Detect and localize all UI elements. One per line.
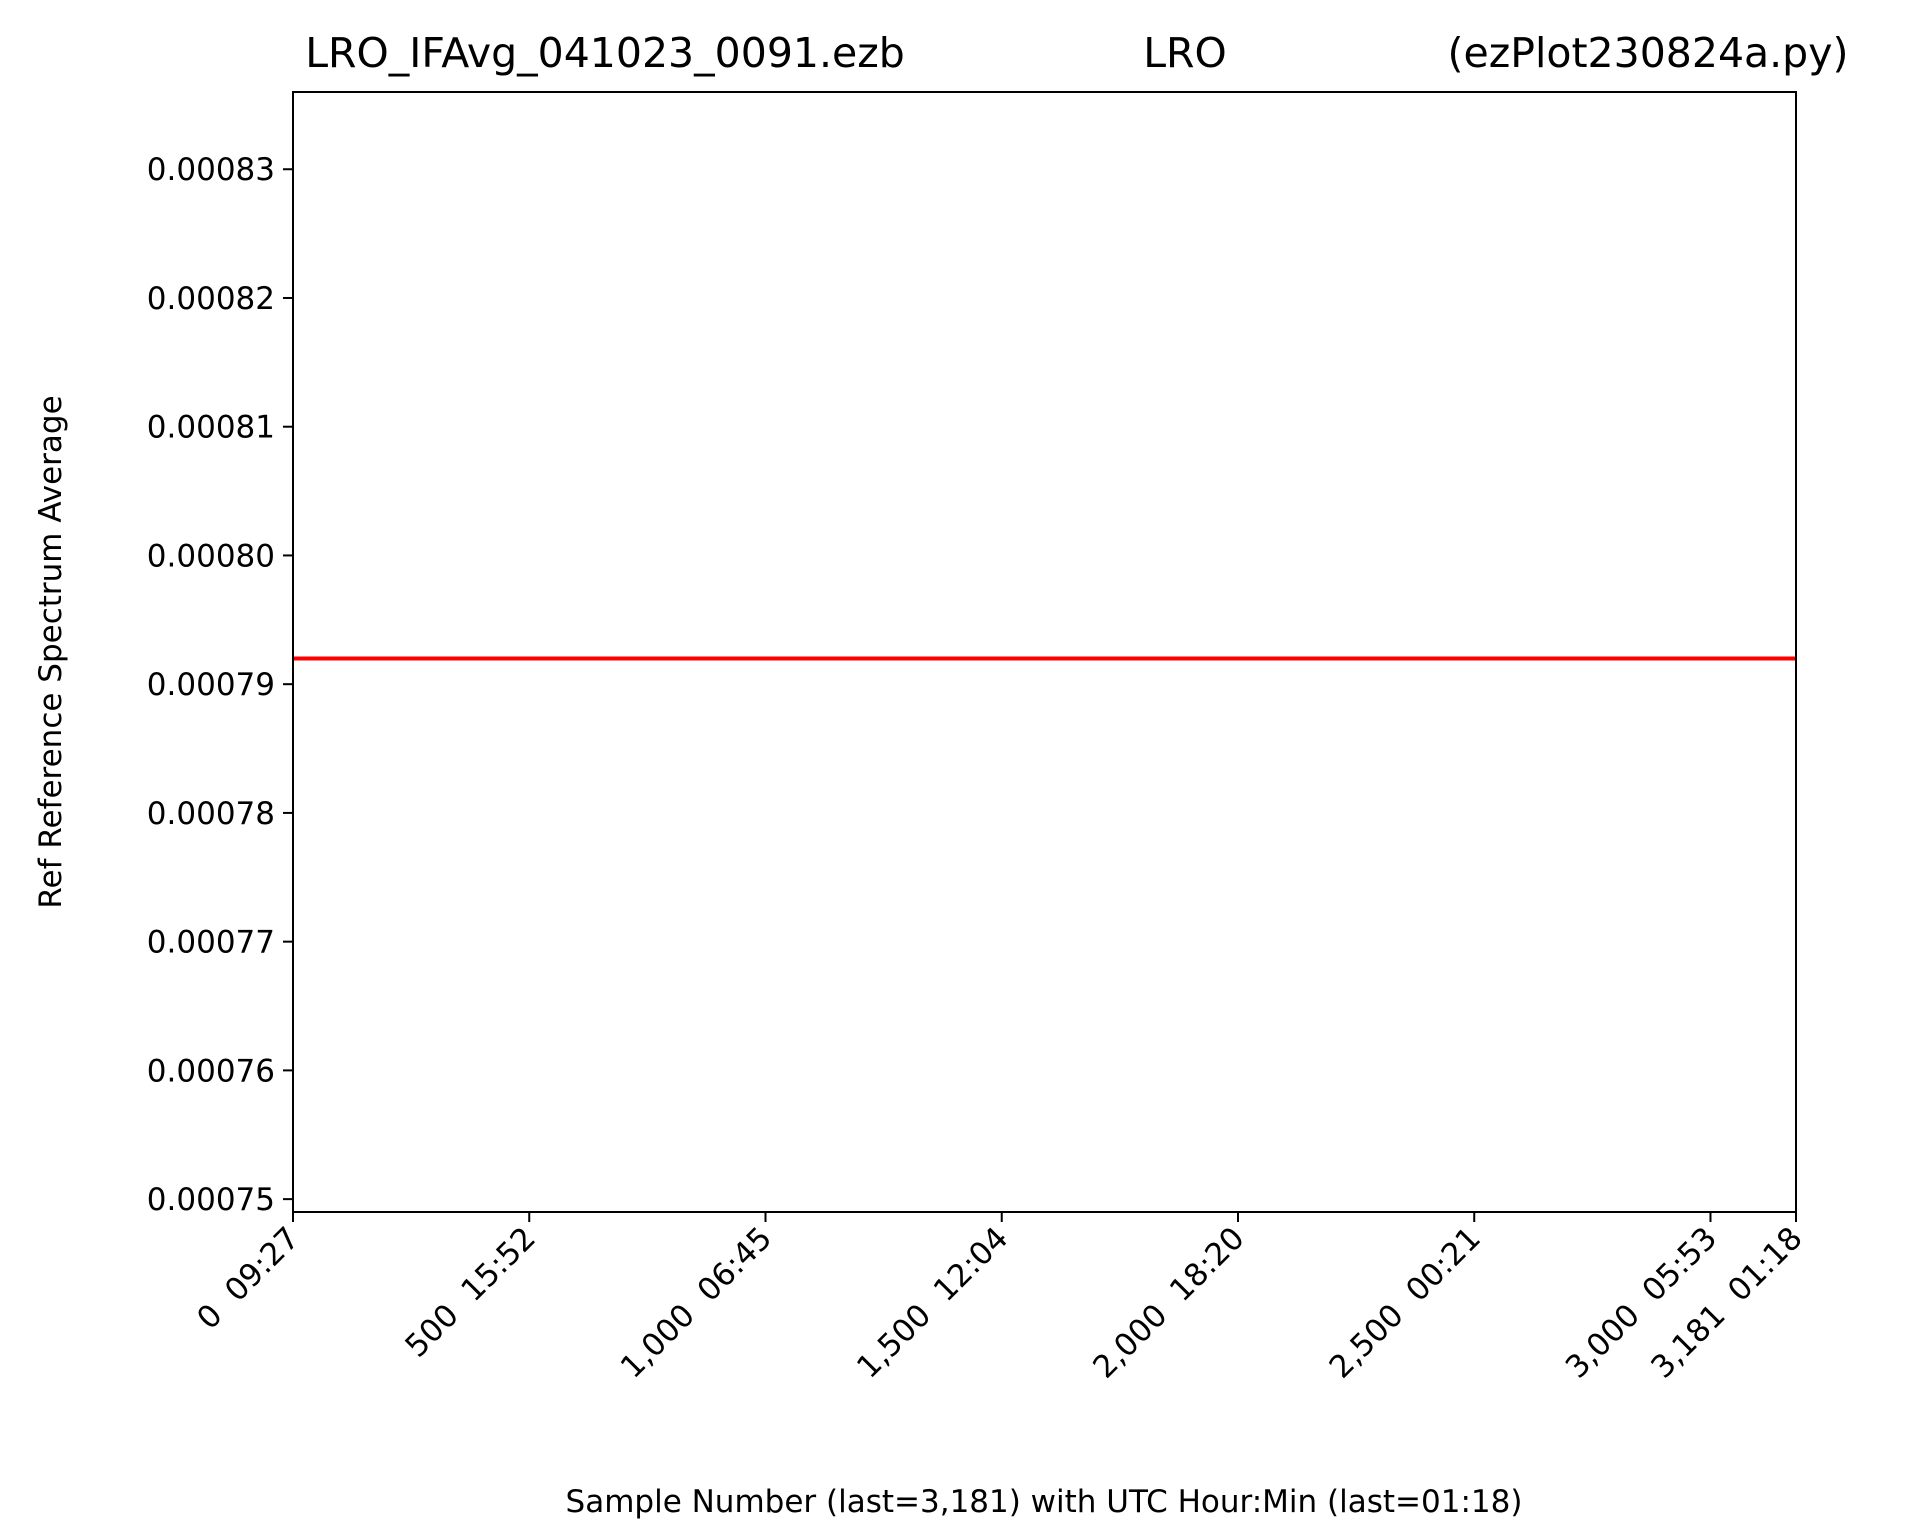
y-tick-label: 0.00082 <box>147 281 275 317</box>
y-tick-label: 0.00078 <box>147 796 275 832</box>
y-tick-label: 0.00083 <box>147 152 275 188</box>
chart-title: LRO_IFAvg_041023_0091.ezb LRO (ezPlot230… <box>305 29 1848 77</box>
y-tick-label: 0.00077 <box>147 925 275 961</box>
y-tick-label: 0.00079 <box>147 667 275 703</box>
y-tick-label: 0.00081 <box>147 410 275 446</box>
x-axis-label: Sample Number (last=3,181) with UTC Hour… <box>566 1484 1523 1520</box>
y-tick-label: 0.00075 <box>147 1182 275 1218</box>
y-axis: 0.00075 0.00076 0.00077 0.00078 0.00079 0.000… <box>147 152 293 1218</box>
y-axis-label: Ref Reference Spectrum Average <box>33 395 69 908</box>
title-right: (ezPlot230824a.py) <box>1448 29 1849 77</box>
plot-frame <box>292 91 1797 1213</box>
title-left: LRO_IFAvg_041023_0091.ezb <box>305 29 905 77</box>
title-center: LRO <box>1143 29 1227 77</box>
y-tick-label: 0.00080 <box>147 538 275 574</box>
y-tick-label: 0.00076 <box>147 1053 275 1089</box>
